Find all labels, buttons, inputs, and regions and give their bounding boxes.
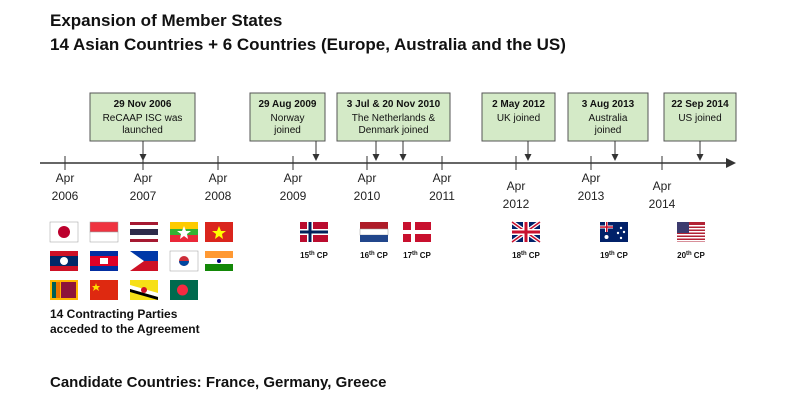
caption-line: acceded to the Agreement (50, 322, 200, 336)
cp-label: 20th CP (677, 251, 705, 260)
event-date: 22 Sep 2014 (671, 99, 729, 110)
subtitle: 14 Asian Countries + 6 Countries (Europe… (50, 35, 566, 54)
event-arrowhead (696, 154, 704, 161)
title: Expansion of Member States (50, 11, 282, 30)
event-text: UK joined (497, 113, 540, 124)
tick-month: Apr (134, 171, 153, 185)
event-text: The Netherlands & (352, 113, 436, 124)
footer: Candidate Countries: France, Germany, Gr… (50, 374, 387, 391)
tick-month: Apr (358, 171, 377, 185)
tick-month: Apr (209, 171, 228, 185)
cp-label: CP (617, 251, 629, 260)
tick-year: 2011 (429, 189, 455, 203)
cp-sup: th (412, 251, 418, 257)
tick-year: 2012 (503, 197, 530, 211)
event-date: 29 Aug 2009 (259, 99, 317, 110)
event-text: joined (594, 125, 622, 136)
event-date: 3 Jul & 20 Nov 2010 (347, 99, 441, 110)
cp-sup: th (609, 251, 615, 257)
cp-num: 15 (300, 251, 309, 260)
cp-label: 17th CP (403, 251, 431, 260)
cp-label: 15th CP (300, 251, 328, 260)
tick-year: 2013 (578, 189, 605, 203)
event-text: launched (122, 125, 163, 136)
event-box (567, 92, 649, 142)
tick-month: Apr (582, 171, 601, 185)
cp-label: CP (317, 251, 329, 260)
event-arrowhead (399, 154, 407, 161)
cp-label: 18th CP (512, 251, 540, 260)
tick-month: Apr (56, 171, 75, 185)
event-arrowhead (524, 154, 532, 161)
event-arrowhead (312, 154, 320, 161)
cp-sup: th (686, 251, 692, 257)
event-box (481, 92, 556, 142)
cp-label: CP (377, 251, 389, 260)
event-text: US joined (678, 113, 721, 124)
tick-year: 2007 (130, 189, 157, 203)
tick-month: Apr (433, 171, 452, 185)
tick-year: 2009 (280, 189, 307, 203)
cp-num: 17 (403, 251, 412, 260)
caption-line: 14 Contracting Parties (50, 307, 178, 321)
event-date: 3 Aug 2013 (582, 99, 635, 110)
tick-year: 2006 (52, 189, 79, 203)
event-text: joined (273, 125, 301, 136)
cp-num: 20 (677, 251, 686, 260)
event-text: Australia (589, 113, 628, 124)
tick-month: Apr (507, 179, 526, 193)
event-date: 29 Nov 2006 (114, 99, 172, 110)
cp-label: CP (694, 251, 706, 260)
axis-arrow (726, 158, 736, 168)
cp-label: CP (420, 251, 432, 260)
event-date: 2 May 2012 (492, 99, 545, 110)
cp-sup: th (309, 251, 315, 257)
cp-label: 16th CP (360, 251, 388, 260)
event-box (336, 92, 451, 142)
event-arrowhead (611, 154, 619, 161)
event-box (89, 92, 196, 142)
cp-sup: th (369, 251, 375, 257)
tick-month: Apr (284, 171, 303, 185)
event-text: Denmark joined (358, 125, 428, 136)
event-text: Norway (271, 113, 305, 124)
event-arrowhead (139, 154, 147, 161)
cp-num: 16 (360, 251, 369, 260)
cp-label: CP (529, 251, 541, 260)
tick-month: Apr (653, 179, 672, 193)
tick-year: 2014 (649, 197, 676, 211)
event-arrowhead (372, 154, 380, 161)
event-text: ReCAAP ISC was (103, 113, 183, 124)
cp-num: 19 (600, 251, 609, 260)
tick-year: 2010 (354, 189, 381, 203)
cp-sup: th (521, 251, 527, 257)
tick-year: 2008 (205, 189, 232, 203)
event-box (249, 92, 326, 142)
flags (49, 220, 705, 300)
cp-num: 18 (512, 251, 521, 260)
cp-label: 19th CP (600, 251, 628, 260)
